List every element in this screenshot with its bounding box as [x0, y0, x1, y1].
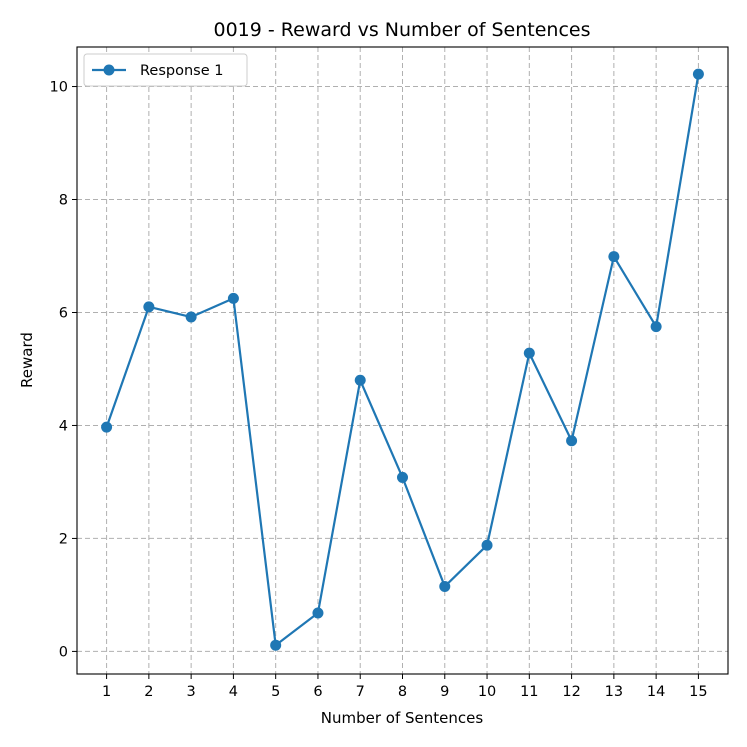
legend: Response 1: [83, 53, 248, 87]
x-tick-label: 6: [313, 684, 322, 700]
x-tick-label: 10: [478, 684, 496, 700]
x-tick-label: 4: [229, 684, 238, 700]
chart-title: 0019 - Reward vs Number of Sentences: [214, 19, 591, 41]
data-point: [481, 539, 493, 551]
y-tick-label: 10: [50, 80, 68, 96]
y-tick-label: 0: [59, 644, 68, 660]
x-tick-label: 9: [440, 684, 449, 700]
y-axis-label: Reward: [18, 332, 36, 388]
series-points: [101, 68, 704, 651]
x-tick-label: 11: [520, 684, 538, 700]
data-point: [185, 311, 197, 323]
data-point: [354, 374, 366, 386]
legend-label: Response 1: [140, 63, 223, 79]
legend-marker: [103, 64, 115, 76]
y-tick-label: 4: [59, 418, 68, 434]
data-point: [566, 435, 578, 447]
x-tick-label: 14: [647, 684, 665, 700]
data-point: [439, 580, 451, 592]
data-point: [227, 292, 239, 304]
x-tick-label: 13: [605, 684, 623, 700]
x-tick-label: 1: [102, 684, 111, 700]
legend-box: [83, 53, 248, 87]
y-tick-label: 8: [59, 193, 68, 209]
data-point: [397, 471, 408, 483]
data-point: [143, 301, 155, 313]
data-point: [650, 321, 662, 333]
x-axis-label: Number of Sentences: [321, 709, 484, 727]
x-tick-label: 3: [187, 684, 196, 700]
x-tick-label: 5: [271, 684, 280, 700]
data-point: [608, 251, 620, 263]
y-tick-label: 6: [59, 305, 68, 321]
y-tick-label: 2: [59, 531, 68, 547]
data-point: [101, 421, 113, 433]
x-tick-label: 8: [398, 684, 407, 700]
data-point: [692, 68, 704, 80]
y-ticks: 0 2 4 6 8 10: [50, 80, 77, 660]
grid: [77, 47, 728, 674]
x-tick-label: 7: [356, 684, 365, 700]
x-tick-label: 2: [144, 684, 153, 700]
data-point: [312, 607, 324, 619]
x-tick-label: 12: [562, 684, 580, 700]
x-tick-label: 15: [689, 684, 707, 700]
data-point: [523, 347, 535, 359]
x-ticks: 1 2 3 4 5 6 7 8 9 10 11 12 13 14 15: [102, 674, 708, 700]
data-point: [270, 639, 282, 651]
